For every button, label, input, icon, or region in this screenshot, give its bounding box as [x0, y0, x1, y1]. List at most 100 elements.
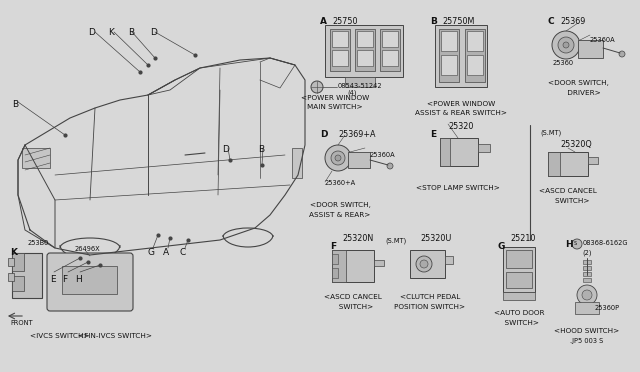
Circle shape — [331, 151, 345, 165]
Circle shape — [572, 239, 582, 249]
Bar — [12, 253, 42, 298]
Text: 08543-51242: 08543-51242 — [338, 83, 383, 89]
Text: C: C — [548, 17, 555, 26]
Text: <DOOR SWITCH,: <DOOR SWITCH, — [310, 202, 371, 208]
Text: 25360A: 25360A — [590, 37, 616, 43]
Circle shape — [619, 51, 625, 57]
Text: G: G — [498, 242, 506, 251]
Bar — [8, 273, 14, 281]
Bar — [325, 25, 403, 77]
Bar — [503, 247, 535, 292]
Text: <POWER WINDOW: <POWER WINDOW — [427, 101, 495, 107]
Bar — [22, 148, 50, 168]
Text: H: H — [75, 275, 82, 284]
Text: B: B — [128, 28, 134, 37]
Text: <CLUTCH PEDAL: <CLUTCH PEDAL — [400, 294, 460, 300]
Text: <ASCD CANCEL: <ASCD CANCEL — [539, 188, 597, 194]
Text: F: F — [330, 242, 336, 251]
Text: E: E — [430, 130, 436, 139]
Text: 253B0: 253B0 — [28, 240, 49, 246]
Bar — [575, 302, 599, 314]
Text: ASSIST & REAR>: ASSIST & REAR> — [309, 212, 371, 218]
FancyBboxPatch shape — [47, 253, 133, 311]
Text: <HOOD SWITCH>: <HOOD SWITCH> — [554, 328, 620, 334]
Bar — [348, 152, 370, 168]
Text: <FIN-IVCS SWITCH>: <FIN-IVCS SWITCH> — [78, 333, 152, 339]
Text: DRIVER>: DRIVER> — [556, 90, 600, 96]
Bar — [374, 260, 384, 266]
Circle shape — [387, 163, 393, 169]
Text: 25320N: 25320N — [342, 234, 373, 243]
Text: FRONT: FRONT — [10, 320, 33, 326]
Bar — [583, 260, 591, 264]
Text: SWITCH>: SWITCH> — [547, 198, 589, 204]
Text: SWITCH>: SWITCH> — [499, 320, 538, 326]
Bar — [332, 254, 338, 264]
Bar — [583, 272, 591, 276]
Circle shape — [558, 37, 574, 53]
Text: H: H — [565, 240, 573, 249]
Bar — [332, 50, 348, 66]
Bar — [441, 31, 457, 51]
Text: E: E — [50, 275, 56, 284]
Text: 26496X: 26496X — [75, 246, 100, 252]
Text: 25369+A: 25369+A — [338, 130, 376, 139]
Text: 25750M: 25750M — [442, 17, 474, 26]
Text: 25320U: 25320U — [420, 234, 451, 243]
Text: D: D — [222, 145, 229, 154]
Text: (2): (2) — [582, 250, 592, 257]
Text: A: A — [163, 248, 169, 257]
Text: (S.MT): (S.MT) — [385, 237, 406, 244]
Bar — [578, 40, 603, 58]
Circle shape — [325, 145, 351, 171]
Text: <IVCS SWITCH>: <IVCS SWITCH> — [30, 333, 90, 339]
Text: 25750: 25750 — [332, 17, 358, 26]
Circle shape — [416, 256, 432, 272]
Text: 25320: 25320 — [448, 122, 474, 131]
Bar — [467, 55, 483, 75]
Bar — [583, 266, 591, 270]
Text: 25360A: 25360A — [370, 152, 396, 158]
Text: F: F — [62, 275, 67, 284]
Bar — [440, 138, 450, 166]
Bar — [548, 152, 588, 176]
Circle shape — [335, 155, 341, 161]
Circle shape — [311, 81, 323, 93]
Bar — [12, 253, 24, 271]
Bar — [503, 292, 535, 300]
Text: MAIN SWITCH>: MAIN SWITCH> — [307, 104, 363, 110]
Circle shape — [582, 290, 592, 300]
Bar — [465, 29, 485, 82]
Text: D: D — [88, 28, 95, 37]
Bar — [548, 152, 560, 176]
Text: (S.MT): (S.MT) — [540, 130, 561, 137]
Bar — [8, 258, 14, 266]
Text: D: D — [320, 130, 328, 139]
Text: D: D — [150, 28, 157, 37]
Text: B: B — [430, 17, 437, 26]
Bar — [506, 272, 532, 288]
Bar — [478, 144, 490, 152]
Circle shape — [577, 285, 597, 305]
Text: 25320Q: 25320Q — [560, 140, 592, 149]
Text: 25360: 25360 — [553, 60, 574, 66]
Bar — [12, 276, 24, 291]
Bar — [410, 250, 445, 278]
Bar — [355, 29, 375, 71]
Bar — [382, 31, 398, 47]
Text: POSITION SWITCH>: POSITION SWITCH> — [394, 304, 465, 310]
Text: (4): (4) — [347, 90, 356, 96]
Text: .JP5 003 S: .JP5 003 S — [570, 338, 604, 344]
Text: B: B — [258, 145, 264, 154]
Text: <AUTO DOOR: <AUTO DOOR — [493, 310, 544, 316]
Text: SWITCH>: SWITCH> — [332, 304, 374, 310]
Bar — [345, 77, 375, 87]
Text: <POWER WINDOW: <POWER WINDOW — [301, 95, 369, 101]
Bar — [506, 250, 532, 268]
Bar — [357, 31, 373, 47]
Circle shape — [563, 42, 569, 48]
Text: 25360+A: 25360+A — [325, 180, 356, 186]
Circle shape — [420, 260, 428, 268]
Text: A: A — [320, 17, 327, 26]
Bar — [332, 268, 338, 278]
